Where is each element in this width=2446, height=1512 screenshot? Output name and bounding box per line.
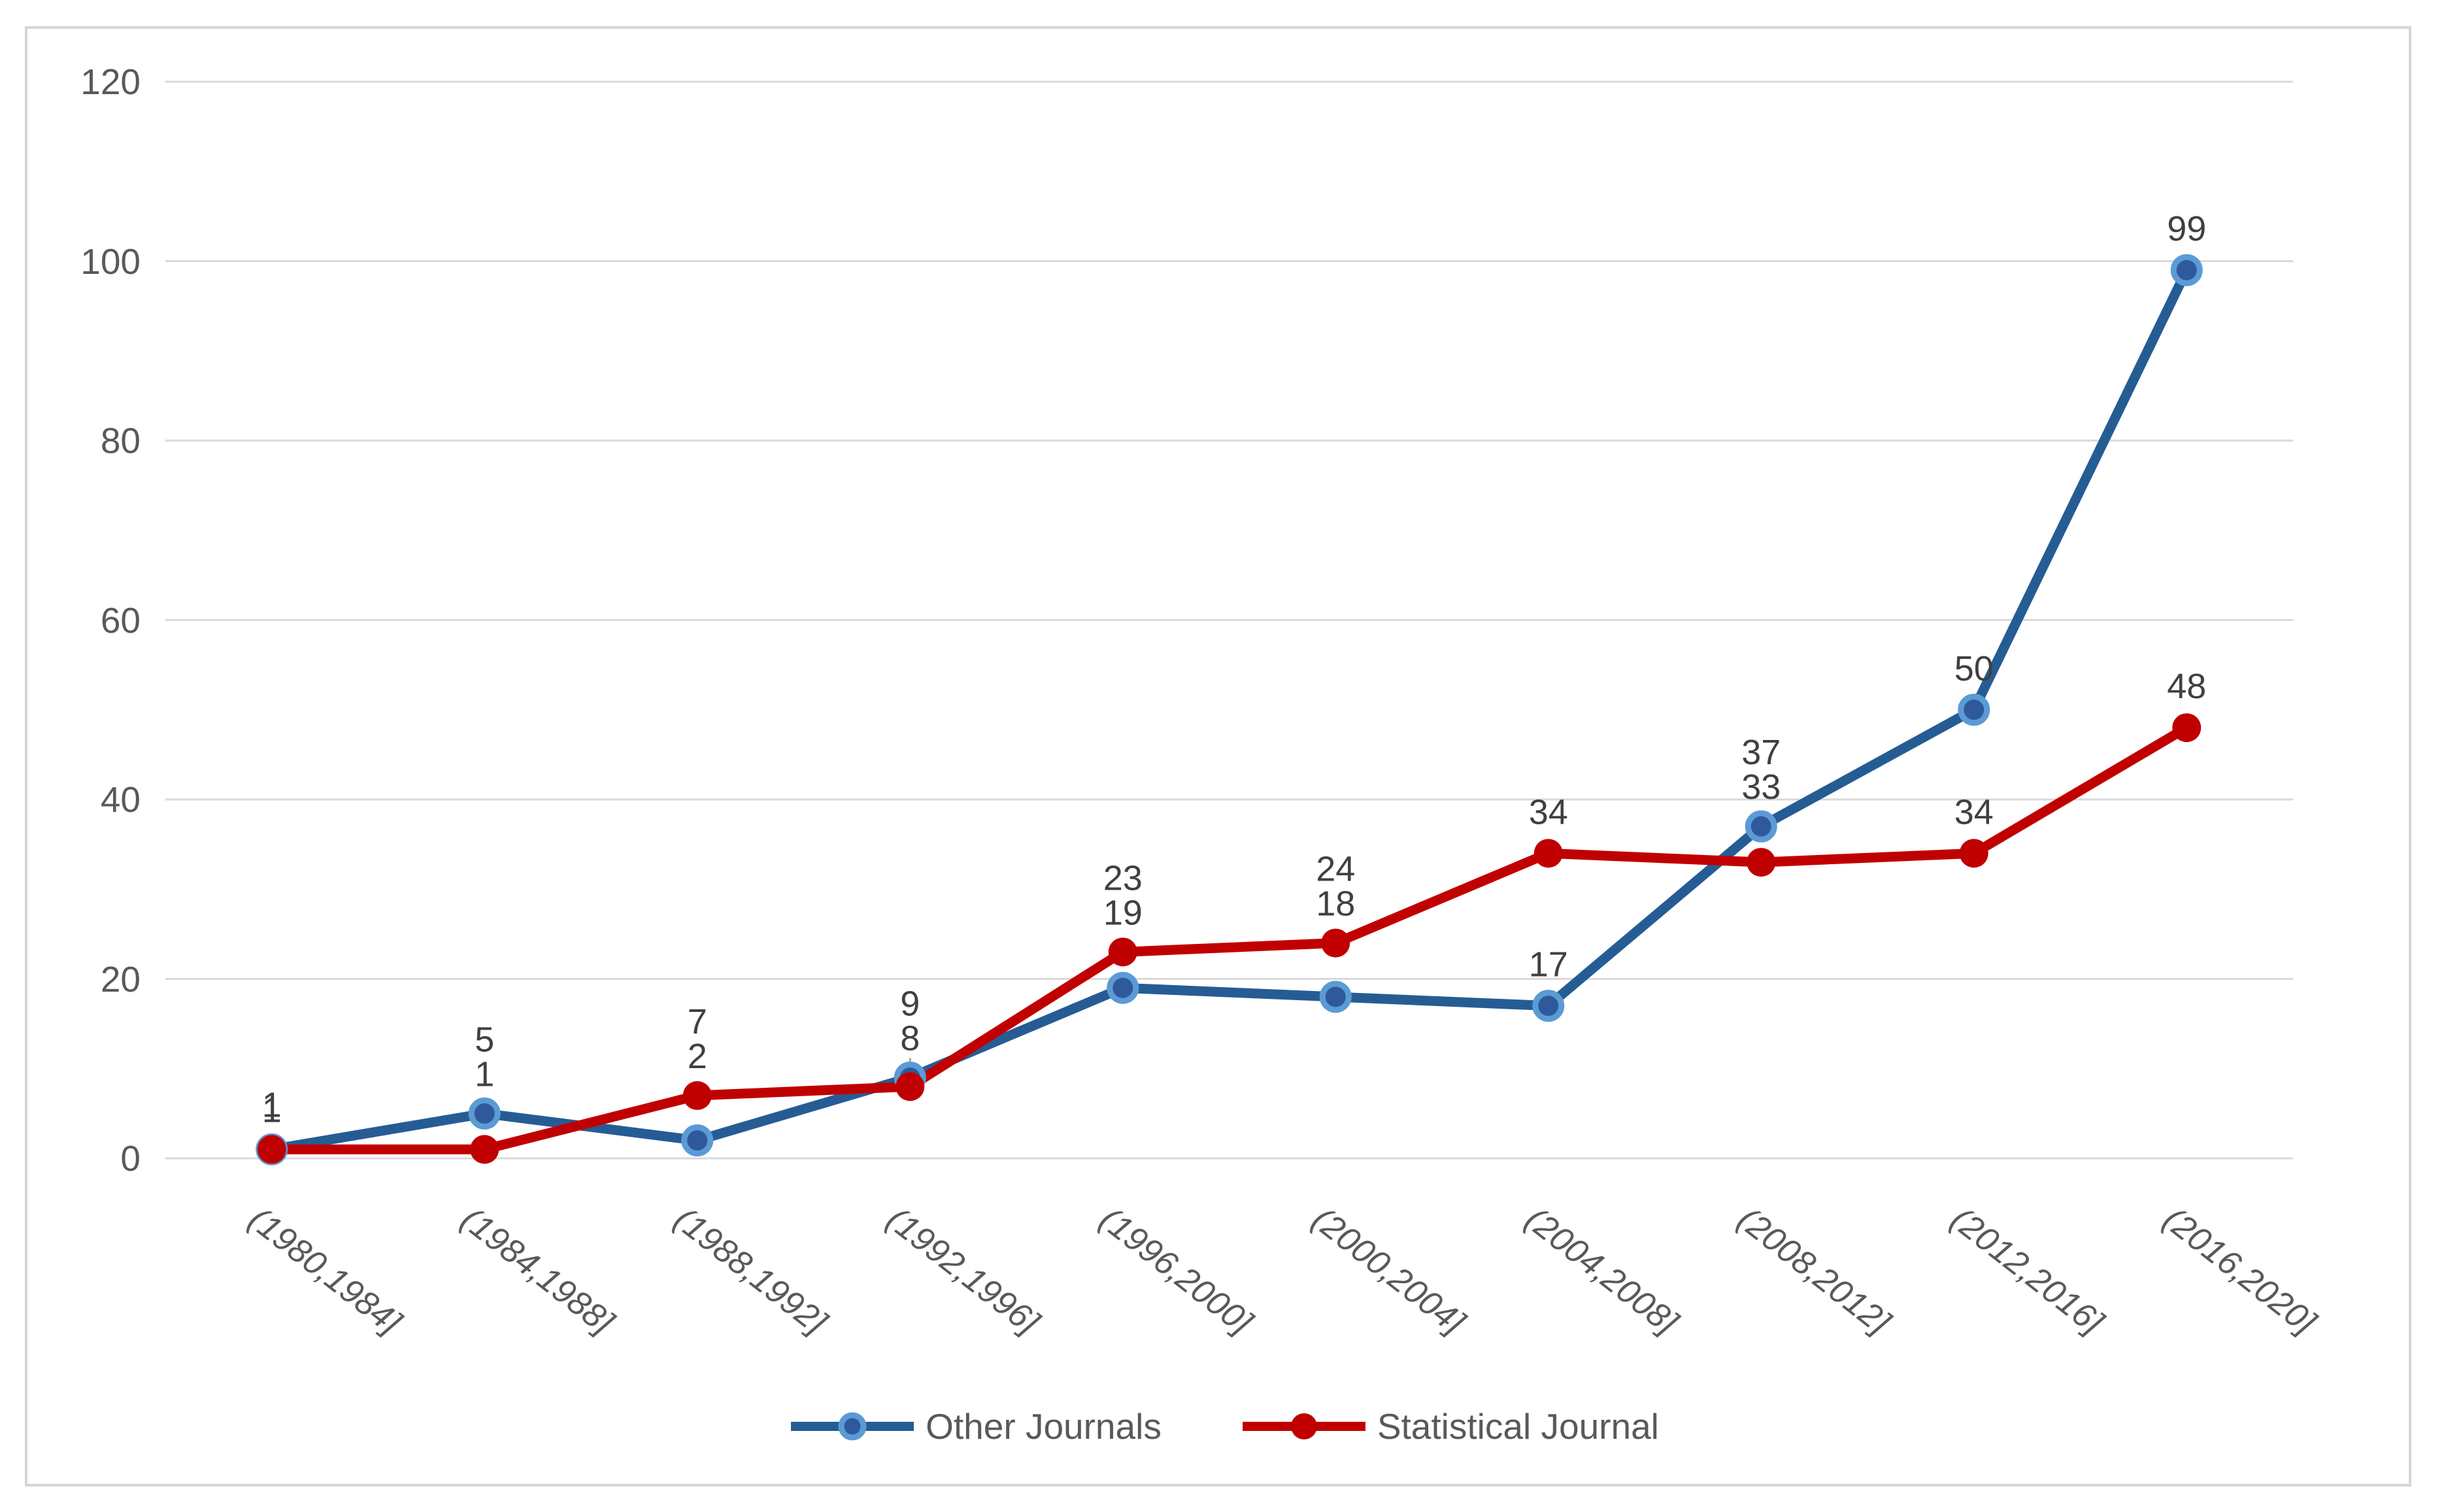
legend-label-other-journals: Other Journals <box>926 1406 1162 1447</box>
data-label: 34 <box>1529 792 1568 832</box>
marker-statistical-journal <box>1108 937 1137 967</box>
marker-statistical-journal <box>1321 928 1350 958</box>
marker-other-journals <box>1107 971 1139 1004</box>
marker-statistical-journal <box>257 1135 286 1164</box>
data-label: 5 <box>475 1020 494 1059</box>
data-label: 1 <box>475 1054 494 1094</box>
marker-statistical-journal <box>1747 848 1776 877</box>
legend-marker-other-journals-icon <box>791 1412 914 1441</box>
chart-area-frame <box>25 26 2411 1487</box>
marker-other-journals <box>681 1124 714 1157</box>
marker-other-journals <box>1319 981 1352 1013</box>
marker-other-journals <box>1532 990 1565 1022</box>
y-tick-label: 60 <box>100 599 141 641</box>
data-label: 33 <box>1741 767 1781 807</box>
data-label: 37 <box>1741 733 1781 772</box>
data-label: 99 <box>2167 209 2206 248</box>
marker-statistical-journal <box>470 1135 499 1164</box>
marker-statistical-journal <box>2172 713 2202 743</box>
series-line-other-journals <box>271 267 2192 1154</box>
data-label: 48 <box>2167 667 2206 706</box>
legend-label-statistical-journal: Statistical Journal <box>1377 1406 1659 1447</box>
gridlines-layer <box>165 80 2293 1160</box>
data-label: 24 <box>1316 850 1355 889</box>
data-label: 34 <box>1954 792 1994 832</box>
data-label: 23 <box>1103 858 1143 898</box>
legend: Other Journals Statistical Journal <box>0 1405 2446 1447</box>
y-tick-label: 100 <box>80 241 141 282</box>
marker-statistical-journal <box>682 1081 712 1110</box>
legend-item-statistical-journal: Statistical Journal <box>1239 1405 1659 1447</box>
y-tick-label: 80 <box>100 420 141 461</box>
marker-other-journals <box>1745 810 1777 843</box>
marker-statistical-journal <box>1533 839 1563 868</box>
data-label: 8 <box>900 1018 920 1058</box>
legend-item-other-journals: Other Journals <box>787 1405 1162 1447</box>
data-label: 18 <box>1316 884 1355 924</box>
marker-statistical-journal <box>896 1072 925 1101</box>
y-tick-label: 40 <box>100 779 141 820</box>
data-label: 19 <box>1103 893 1143 932</box>
data-label: 9 <box>900 984 920 1023</box>
marker-other-journals <box>1958 694 1990 726</box>
data-label: 2 <box>688 1037 707 1076</box>
marker-other-journals <box>2170 254 2203 286</box>
data-label: 50 <box>1954 649 1994 688</box>
data-label: 17 <box>1529 945 1568 984</box>
series-line-statistical-journal <box>271 723 2190 1154</box>
marker-other-journals <box>468 1097 501 1130</box>
data-label: 1 <box>262 1085 282 1124</box>
data-label: 7 <box>688 1002 707 1041</box>
y-tick-label: 120 <box>80 61 141 102</box>
series-layer <box>256 254 2203 1166</box>
legend-marker-statistical-journal-icon <box>1242 1413 1365 1439</box>
marker-statistical-journal <box>1959 839 1988 868</box>
data-label: 1 <box>262 1090 282 1130</box>
y-tick-label: 20 <box>100 958 141 1000</box>
y-tick-label: 0 <box>120 1138 141 1179</box>
